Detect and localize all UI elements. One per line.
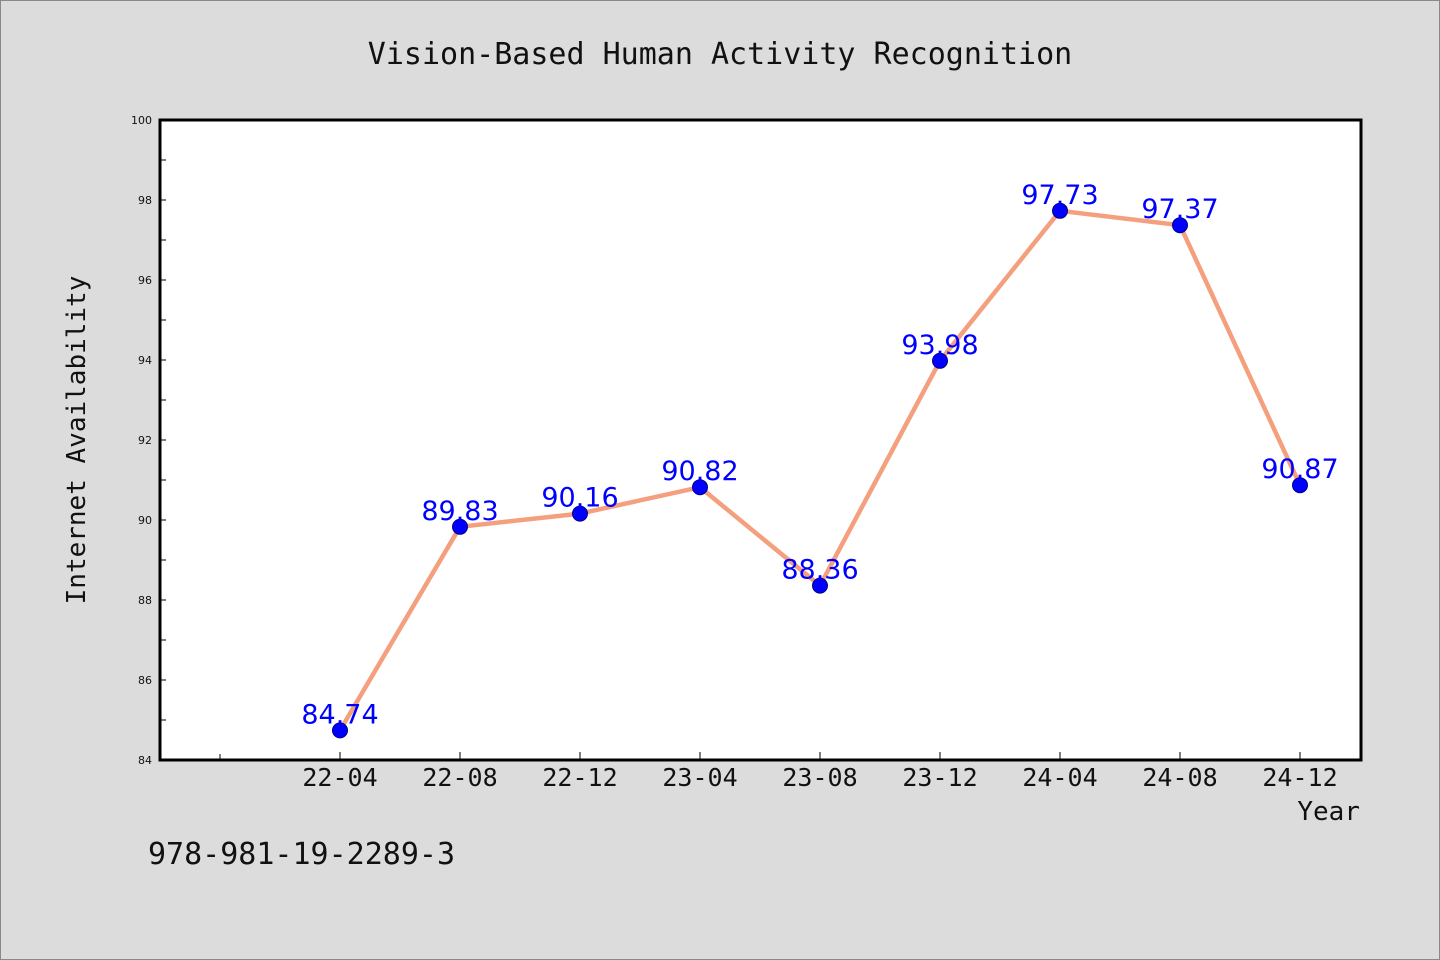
- x-tick-label: 23-04: [662, 763, 737, 792]
- isbn-footer: 978-981-19-2289-3: [148, 837, 455, 872]
- data-label: 84.74: [301, 699, 378, 730]
- data-label: 89.83: [421, 496, 498, 527]
- data-point: [1172, 217, 1188, 234]
- x-tick-label: 24-08: [1142, 763, 1217, 792]
- series-markers: [332, 202, 1308, 739]
- data-label: 97.73: [1021, 180, 1098, 211]
- data-label: 88.36: [781, 555, 858, 586]
- x-axis-label: Year: [1297, 797, 1360, 827]
- data-label: 93.98: [901, 330, 978, 361]
- y-tick-label: 100: [131, 114, 152, 127]
- data-point: [812, 577, 828, 594]
- data-label: 90.87: [1261, 454, 1338, 485]
- y-tick-label: 96: [138, 274, 152, 287]
- x-tick-label: 22-12: [542, 763, 617, 792]
- x-tick-label: 23-08: [782, 763, 857, 792]
- y-tick-label: 84: [138, 754, 152, 767]
- data-point: [692, 479, 708, 496]
- data-point: [332, 722, 348, 739]
- x-tick-label: 22-08: [422, 763, 497, 792]
- chart-title: Vision-Based Human Activity Recognition: [368, 37, 1072, 72]
- y-axis-label: Internet Availability: [62, 276, 92, 605]
- x-tick-label: 22-04: [302, 763, 377, 792]
- data-point: [1052, 202, 1068, 219]
- y-tick-label: 94: [138, 354, 152, 367]
- y-tick-label: 98: [138, 194, 152, 207]
- y-axis-ticks: 84 86 88 90 92 94 96 98 100: [131, 114, 166, 767]
- x-axis-ticks: 22-04 22-08 22-12 23-04 23-08 23-12 24-04 24-08…: [219, 752, 1338, 792]
- data-label: 97.37: [1141, 194, 1218, 225]
- data-label: 90.16: [541, 483, 618, 514]
- x-tick-label: 23-12: [902, 763, 977, 792]
- data-label: 90.82: [661, 456, 738, 487]
- y-tick-label: 92: [138, 434, 152, 447]
- plot-area: [158, 118, 1363, 762]
- data-point: [932, 352, 948, 369]
- x-tick-label: 24-04: [1022, 763, 1097, 792]
- data-point: [1292, 477, 1308, 494]
- data-point: [572, 505, 588, 522]
- y-tick-label: 88: [138, 594, 152, 607]
- x-tick-label: 24-12: [1262, 763, 1337, 792]
- y-tick-label: 86: [138, 674, 152, 687]
- data-point: [452, 518, 468, 535]
- data-labels: 84.74 89.83 90.16 90.82 88.36 93.98 97.73 97.37…: [301, 180, 1338, 731]
- y-tick-label: 90: [138, 514, 152, 527]
